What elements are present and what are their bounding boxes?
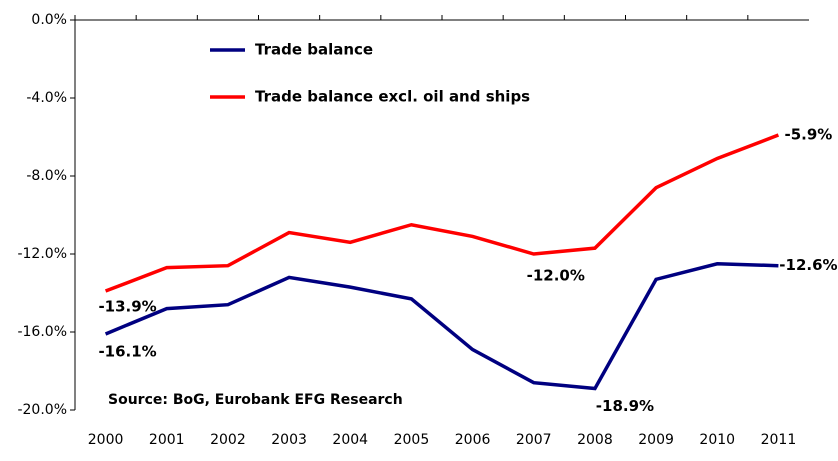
value-label: -5.9% bbox=[785, 126, 833, 144]
x-tick-label: 2005 bbox=[394, 432, 430, 448]
value-label: -12.6% bbox=[779, 256, 837, 274]
value-label: -13.9% bbox=[98, 298, 156, 316]
y-tick-label: 0.0% bbox=[31, 12, 67, 28]
value-label: -12.0% bbox=[527, 267, 585, 285]
y-tick-label: -20.0% bbox=[17, 402, 67, 418]
x-tick-label: 2007 bbox=[516, 432, 552, 448]
x-tick-label: 2001 bbox=[149, 432, 185, 448]
series-line bbox=[104, 261, 779, 391]
series-line bbox=[104, 133, 780, 293]
x-tick-label: 2000 bbox=[88, 432, 124, 448]
source-note: Source: BoG, Eurobank EFG Research bbox=[108, 392, 403, 408]
x-tick-label: 2010 bbox=[699, 432, 735, 448]
x-tick-label: 2002 bbox=[210, 432, 246, 448]
x-tick-label: 2004 bbox=[332, 432, 368, 448]
x-tick-label: 2011 bbox=[761, 432, 797, 448]
x-tick-label: 2008 bbox=[577, 432, 613, 448]
x-tick-label: 2003 bbox=[271, 432, 307, 448]
legend-label: Trade balance excl. oil and ships bbox=[255, 88, 530, 106]
legend-label: Trade balance bbox=[255, 41, 373, 59]
y-tick-label: -16.0% bbox=[17, 324, 67, 340]
y-tick-label: -4.0% bbox=[26, 90, 67, 106]
value-label: -18.9% bbox=[596, 397, 654, 415]
x-tick-label: 2009 bbox=[638, 432, 674, 448]
y-tick-label: -12.0% bbox=[17, 246, 67, 262]
value-label: -16.1% bbox=[98, 342, 156, 360]
y-tick-label: -8.0% bbox=[26, 168, 67, 184]
x-tick-label: 2006 bbox=[455, 432, 491, 448]
